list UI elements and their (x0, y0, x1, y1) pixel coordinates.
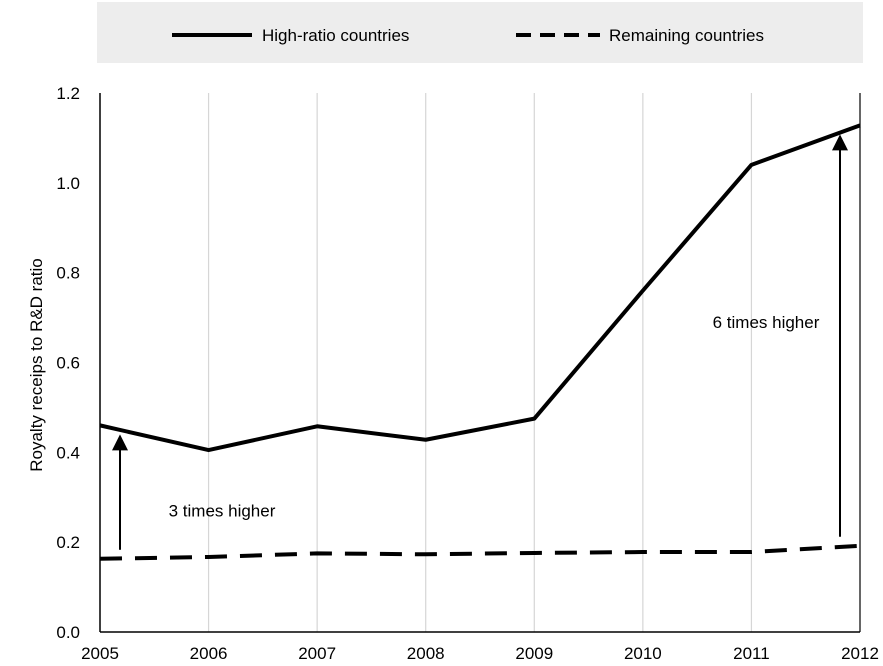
y-tick-label: 0.8 (56, 264, 80, 283)
grid (207, 93, 753, 632)
annotations: 3 times higher 6 times higher (112, 134, 848, 550)
y-tick-label: 1.2 (56, 84, 80, 103)
arrow-head (832, 134, 848, 151)
arrow-head (112, 434, 128, 451)
x-tick-label: 2010 (624, 644, 662, 663)
y-tick-label: 0.2 (56, 533, 80, 552)
y-axis-label: Royalty receips to R&D ratio (27, 258, 46, 472)
x-tick-label: 2012 (841, 644, 879, 663)
x-tick-label: 2007 (298, 644, 336, 663)
y-tick-label: 1.0 (56, 174, 80, 193)
x-tick-label: 2006 (190, 644, 228, 663)
series-layer (99, 123, 861, 561)
legend-label-remaining: Remaining countries (609, 26, 764, 45)
x-tick-label: 2008 (407, 644, 445, 663)
legend: High-ratio countries Remaining countries (172, 26, 764, 45)
annotation-3-times-higher: 3 times higher (169, 502, 276, 521)
series-line-remaining (99, 543, 861, 561)
annotation-6-times-higher: 6 times higher (713, 313, 820, 332)
y-tick-label: 0.6 (56, 354, 80, 373)
y-tick-label: 0.4 (56, 443, 80, 462)
arrow-2012 (832, 134, 848, 537)
arrow-2005 (112, 434, 128, 550)
y-tick-label: 0.0 (56, 623, 80, 642)
axes: 0.0 0.2 0.4 0.6 0.8 1.0 1.2 2005 2006 2007 2008 200… (56, 84, 879, 663)
legend-label-high-ratio: High-ratio countries (262, 26, 409, 45)
series-line-high-ratio (99, 123, 861, 453)
x-tick-label: 2005 (81, 644, 119, 663)
x-tick-label: 2011 (733, 644, 770, 663)
x-tick-label: 2009 (515, 644, 553, 663)
legend-background (97, 2, 863, 63)
